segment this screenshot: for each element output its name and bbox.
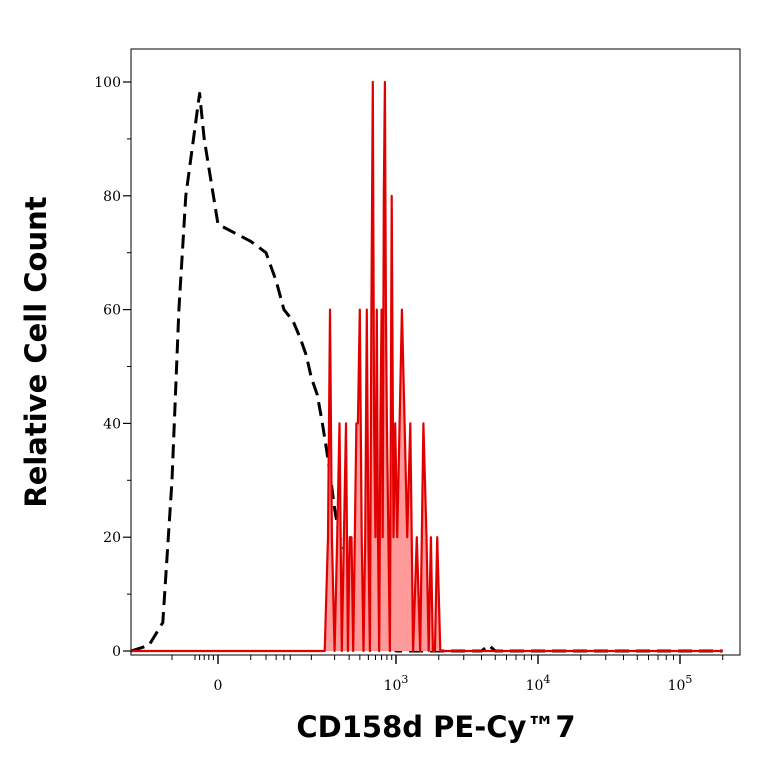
x-tick-label: 104	[526, 673, 551, 694]
y-tick-label: 20	[103, 530, 121, 546]
y-axis-title: Relative Cell Count	[19, 196, 53, 507]
y-tick-label: 60	[103, 303, 121, 319]
stained-line	[131, 80, 723, 653]
x-tick-label: 103	[384, 673, 409, 694]
plot-frame	[130, 48, 741, 656]
x-tick-label: 0	[214, 678, 223, 694]
x-tick-label: 105	[668, 673, 693, 694]
y-tick-label: 0	[112, 644, 121, 660]
y-axis: 0 20 40 60 80 100	[94, 49, 132, 660]
x-axis-title: CD158d PE-Cy™7	[296, 710, 575, 744]
x-axis: 0 103 104 105	[131, 654, 740, 694]
y-tick-label: 40	[103, 416, 121, 432]
y-tick-label: 80	[103, 189, 121, 205]
stained-series	[131, 80, 723, 653]
y-tick-label: 100	[94, 75, 121, 91]
